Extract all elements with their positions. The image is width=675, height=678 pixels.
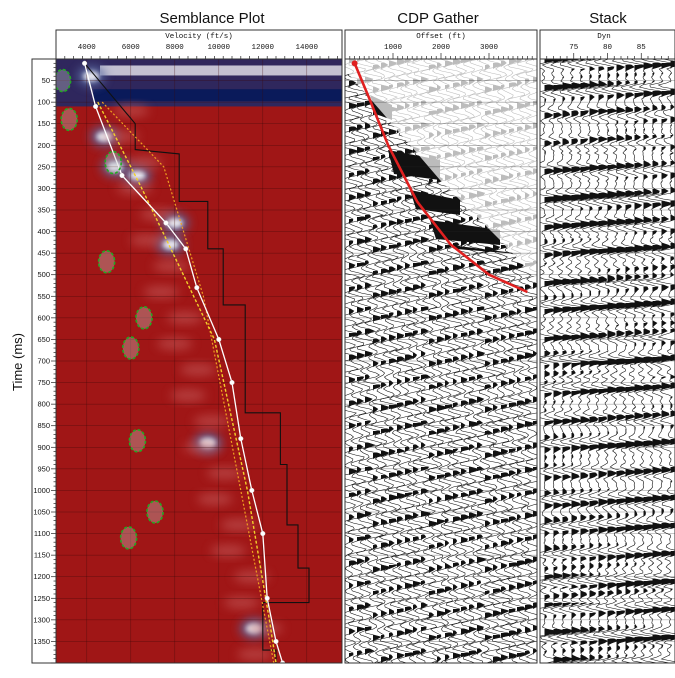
y-tick-label: 1100 [34,529,50,538]
semblance-marker [121,527,137,549]
velocity-pick-point [195,285,200,290]
y-tick-label: 350 [37,206,50,215]
stack-x-tick-label: 80 [603,44,613,52]
velocity-pick-point [239,436,244,441]
y-tick-label: 1300 [33,615,50,624]
cdp-x-axis-title: Offset (ft) [416,33,466,41]
y-tick-label: 1200 [33,572,50,581]
semblance-plot [55,59,386,665]
y-tick-label: 600 [37,313,50,322]
y-tick-label: 250 [37,162,50,171]
semblance-streak [170,390,206,402]
near-surface-dark-stripe [93,89,379,101]
y-tick-label: 650 [37,335,50,344]
y-tick-label: 50 [42,76,50,85]
semblance-streak [153,260,189,272]
stack-x-axis-title: Dyn [597,33,611,41]
semblance-x-tick-label: 14000 [296,44,319,52]
y-tick-label: 450 [37,249,50,258]
moveout-start-point [352,60,358,66]
semblance-x-tick-label: 4000 [78,44,97,52]
velocity-pick-point [164,221,169,226]
semblance-streak [247,622,283,634]
stack-title: Stack [589,10,627,27]
semblance-x-tick-label: 10000 [208,44,231,52]
semblance-streak [220,519,256,531]
velocity-pick-point [274,639,279,644]
semblance-streak [180,364,216,376]
y-tick-label: 1000 [33,486,50,495]
semblance-peak [83,71,99,81]
velocity-pick-point [261,531,266,536]
semblance-x-axis-title: Velocity (ft/s) [165,33,233,41]
cdp-title: CDP Gather [397,10,478,27]
velocity-pick-point [265,596,270,601]
cdp-x-tick-label: 3000 [480,44,499,52]
cdp-x-tick-label: 1000 [384,44,403,52]
semblance-marker [123,337,139,359]
semblance-x-tick-label: 8000 [166,44,185,52]
velocity-pick-point [230,380,235,385]
y-tick-label: 200 [37,141,50,150]
stack-plot [530,59,675,663]
velocity-pick-point [184,247,189,252]
y-tick-label: 1350 [33,637,50,646]
y-tick-label: 100 [37,98,50,107]
y-tick-label: 700 [37,357,50,366]
y-tick-label: 1150 [34,551,50,560]
velocity-pick-point [217,337,222,342]
y-tick-label: 750 [37,378,50,387]
y-tick-label: 150 [37,119,50,128]
y-tick-label: 950 [37,464,50,473]
cdp-x-tick-label: 2000 [432,44,451,52]
y-tick-label: 300 [37,184,50,193]
semblance-marker [55,70,71,92]
semblance-x-tick-label: 6000 [122,44,141,52]
semblance-marker [99,251,115,273]
y-tick-label: 1050 [33,508,50,517]
semblance-marker [136,307,152,329]
y-tick-label: 500 [37,270,50,279]
semblance-marker [129,430,145,452]
velocity-pick-point [120,173,125,178]
semblance-title: Semblance Plot [159,10,265,27]
y-tick-label: 1250 [33,594,50,603]
y-tick-label: 850 [37,421,50,430]
semblance-streak [130,234,166,246]
semblance-marker [61,108,77,130]
semblance-streak [197,493,233,505]
velocity-pick-point [93,104,98,109]
y-tick-label: 550 [37,292,50,301]
velocity-pick-point [82,61,87,66]
velocity-pick-point [250,488,255,493]
stack-x-tick-label: 75 [569,44,579,52]
stack-x-tick-label: 85 [637,44,647,52]
y-tick-label: 400 [37,227,50,236]
y-tick-label: 800 [37,400,50,409]
semblance-x-tick-label: 12000 [252,44,275,52]
y-tick-label: 900 [37,443,50,452]
y-axis-label: Time (ms) [10,333,25,391]
near-surface-highlight [100,65,386,75]
semblance-marker [105,152,121,174]
semblance-marker [147,501,163,523]
cdp-gather-plot [339,59,543,663]
